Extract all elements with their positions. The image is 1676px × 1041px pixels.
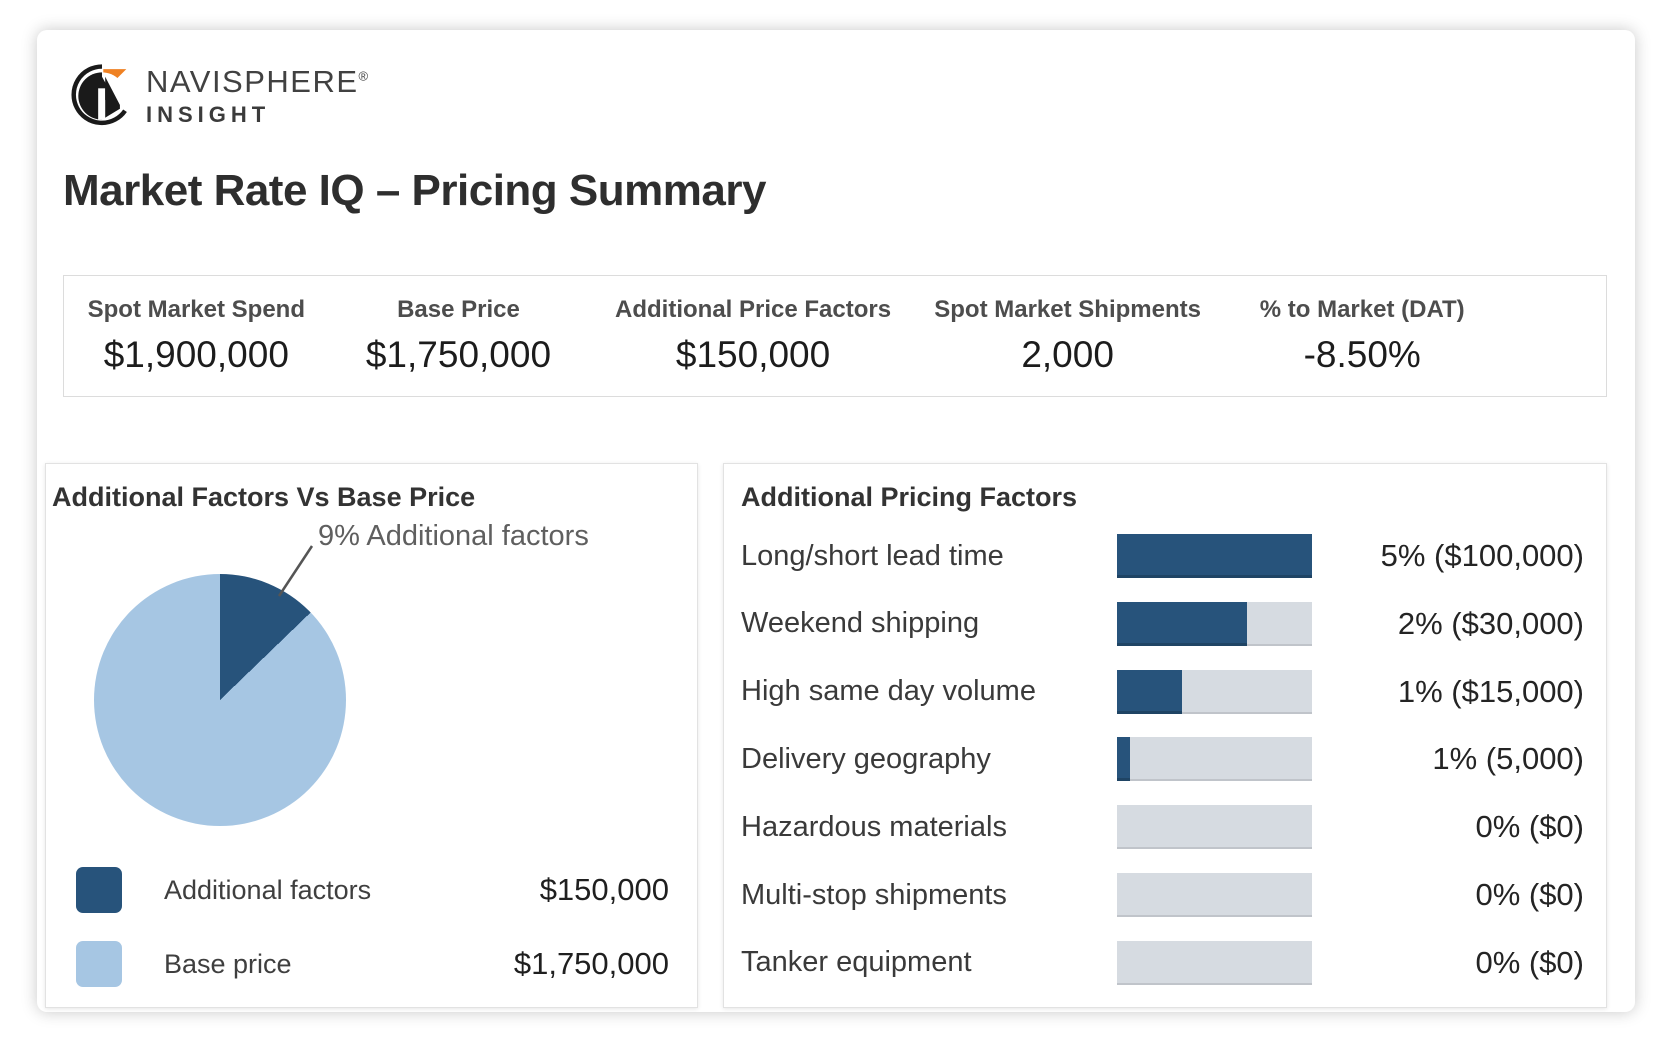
factor-value: 5% ($100,000) — [1380, 538, 1584, 573]
kpi-label: Spot Market Spend — [87, 296, 305, 323]
registered-mark: ® — [358, 68, 370, 84]
factor-label: Multi-stop shipments — [741, 878, 1007, 911]
factor-label: Long/short lead time — [741, 539, 1004, 572]
kpi-value: $1,750,000 — [365, 334, 552, 375]
kpi-value: $150,000 — [675, 334, 831, 375]
factor-value: 1% (5,000) — [1432, 741, 1584, 777]
kpi-spot-market-shipments: Spot Market Shipments 2,000 — [918, 296, 1218, 376]
factor-label: Weekend shipping — [741, 607, 980, 640]
navisphere-logo-icon — [71, 64, 127, 126]
kpi-label: Base Price — [397, 296, 520, 323]
brand-subname: INSIGHT — [146, 102, 271, 127]
kpi-value: $1,900,000 — [103, 334, 289, 375]
kpi-additional-price-factors: Additional Price Factors $150,000 — [588, 296, 918, 376]
bar-panel-title: Additional Pricing Factors — [741, 482, 1078, 512]
bar-panel: Additional Pricing Factors Long/short le… — [723, 463, 1607, 1008]
factor-bar-fill — [1117, 669, 1182, 714]
brand-name: NAVISPHERE® — [146, 64, 370, 100]
factor-row: Long/short lead time 5% ($100,000) — [724, 524, 1606, 588]
factor-rows: Long/short lead time 5% ($100,000) Weekend… — [724, 524, 1606, 995]
factor-value: 2% ($30,000) — [1397, 605, 1584, 641]
legend-label: Base price — [164, 948, 292, 979]
page-title: Market Rate IQ – Pricing Summary — [63, 166, 766, 215]
factor-row: Hazardous materials 0% ($0) — [724, 795, 1606, 859]
factor-row: Tanker equipment 0% ($0) — [724, 931, 1606, 995]
kpi-spot-market-spend: Spot Market Spend $1,900,000 — [64, 296, 329, 376]
brand-logo: NAVISPHERE® INSIGHT — [70, 62, 370, 130]
pie-legend: Additional factors $150,000 Base price $… — [76, 864, 669, 1012]
kpi-label: Spot Market Shipments — [934, 296, 1201, 323]
kpi-percent-to-market: % to Market (DAT) -8.50% — [1217, 296, 1507, 376]
pie-panel: Additional Factors Vs Base Price 9% Addi… — [45, 463, 698, 1008]
factor-bar-fill — [1117, 737, 1130, 782]
kpi-value: 2,000 — [1021, 334, 1114, 375]
pie-callout-label: 9% Additional factors — [318, 520, 589, 552]
legend-row-additional-factors: Additional factors $150,000 — [76, 864, 669, 916]
pie-panel-title: Additional Factors Vs Base Price — [52, 482, 476, 512]
kpi-label: Additional Price Factors — [615, 296, 892, 323]
kpi-value: -8.50% — [1303, 334, 1421, 375]
legend-value: $150,000 — [539, 872, 669, 907]
factor-row: Weekend shipping 2% ($30,000) — [724, 592, 1606, 656]
factor-bar-track — [1117, 534, 1312, 578]
kpi-label: % to Market (DAT) — [1259, 296, 1465, 323]
factor-value: 0% ($0) — [1475, 809, 1584, 845]
factor-row: High same day volume 1% ($15,000) — [724, 660, 1606, 724]
factor-bar-track — [1117, 737, 1312, 782]
factor-value: 0% ($0) — [1475, 877, 1584, 913]
legend-swatch-dark — [76, 867, 122, 913]
factor-bar-fill — [1117, 601, 1248, 646]
legend-value: $1,750,000 — [513, 946, 669, 981]
report-card: NAVISPHERE® INSIGHT Market Rate IQ – Pri… — [37, 30, 1635, 1012]
factor-label: Hazardous materials — [741, 810, 1007, 843]
factor-bar-track — [1117, 669, 1312, 714]
factor-label: Delivery geography — [741, 742, 991, 775]
factor-row: Delivery geography 1% (5,000) — [724, 727, 1606, 791]
legend-swatch-light — [76, 941, 122, 987]
factor-value: 0% ($0) — [1475, 944, 1584, 980]
factor-bar-track — [1117, 940, 1312, 985]
kpi-band: Spot Market Spend $1,900,000 Base Price … — [63, 275, 1607, 397]
brand-name-text: NAVISPHERE — [146, 64, 359, 99]
factor-bar-track — [1117, 873, 1312, 918]
kpi-base-price: Base Price $1,750,000 — [329, 296, 589, 376]
pie-chart — [94, 574, 346, 826]
factor-label: Tanker equipment — [741, 946, 972, 979]
factor-bar-fill — [1117, 534, 1312, 578]
factor-row: Multi-stop shipments 0% ($0) — [724, 863, 1606, 927]
factor-value: 1% ($15,000) — [1397, 673, 1584, 709]
legend-row-base-price: Base price $1,750,000 — [76, 938, 669, 990]
legend-label: Additional factors — [164, 874, 372, 905]
factor-bar-track — [1117, 601, 1312, 646]
factor-bar-track — [1117, 805, 1312, 850]
factor-label: High same day volume — [741, 675, 1036, 708]
